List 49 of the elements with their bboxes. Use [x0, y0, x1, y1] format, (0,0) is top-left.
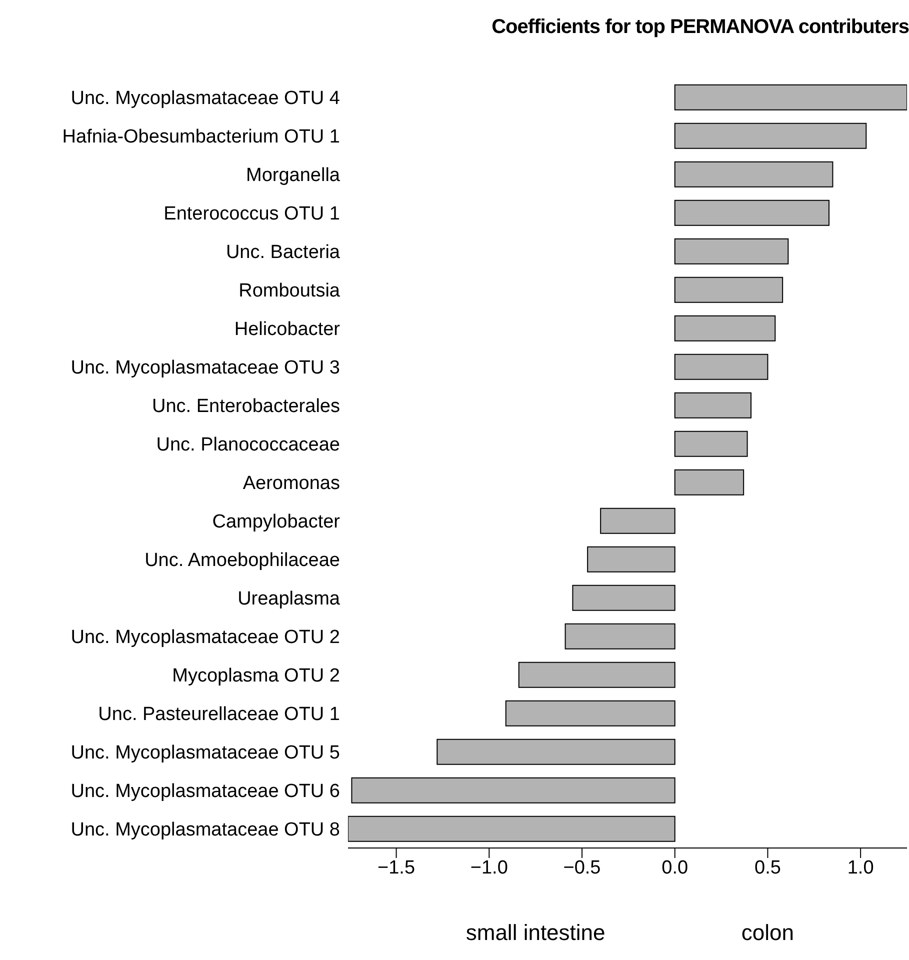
x-tick-label: −1.5: [378, 857, 416, 878]
y-tick-label: Unc. Mycoplasmataceae OTU 2: [70, 626, 340, 648]
y-tick-label: Unc. Mycoplasmataceae OTU 4: [70, 88, 340, 109]
y-tick-label: Unc. Enterobacterales: [152, 396, 340, 417]
bar: [348, 816, 676, 842]
y-tick-label: Unc. Planococcaceae: [156, 434, 340, 456]
bar: [674, 161, 834, 188]
y-tick-label: Helicobacter: [234, 318, 341, 340]
y-tick-label: Hafnia-Obesumbacterium OTU 1: [62, 126, 340, 148]
bar: [505, 700, 676, 726]
bar: [674, 238, 789, 264]
bar: [674, 200, 830, 226]
bar: [587, 546, 676, 572]
chart-title: Coefficients for top PERMANOVA contributers: [492, 16, 909, 39]
x-tick-label: −1.0: [470, 857, 508, 878]
bar: [564, 623, 676, 650]
y-tick-label: Morganella: [246, 164, 340, 186]
y-tick-label: Mycoplasma OTU 2: [172, 665, 340, 686]
bar: [674, 122, 867, 149]
y-tick-label: Enterococcus OTU 1: [164, 203, 340, 224]
x-tick-label: −0.5: [563, 857, 601, 878]
bar: [674, 354, 768, 380]
y-tick-label: Unc. Pasteurellaceae OTU 1: [98, 704, 340, 725]
bar: [674, 315, 776, 342]
text: colon: [741, 920, 794, 946]
bar: [674, 469, 744, 496]
x-tick-label: 1.0: [847, 857, 874, 878]
y-tick-label: Campylobacter: [212, 511, 341, 532]
bar: [674, 84, 907, 110]
bar: [674, 392, 752, 418]
y-tick-label: Unc. Mycoplasmataceae OTU 8: [70, 819, 340, 840]
y-tick-label: Aeromonas: [242, 472, 340, 494]
x-tick-label: 0.0: [662, 857, 688, 878]
bar: [436, 738, 676, 765]
y-tick-label: Unc. Bacteria: [226, 242, 340, 263]
bar: [674, 276, 784, 303]
text: small intestine: [466, 920, 606, 946]
y-tick-label: Unc. Amoebophilaceae: [144, 550, 340, 571]
bar: [600, 508, 676, 534]
y-tick-label: Unc. Mycoplasmataceae OTU 6: [70, 780, 340, 802]
y-tick-label: Romboutsia: [238, 280, 340, 302]
x-tick-label: 0.5: [754, 857, 781, 878]
bar: [674, 430, 748, 457]
bar: [351, 777, 676, 804]
y-tick-label: Unc. Mycoplasmataceae OTU 3: [70, 357, 340, 378]
bar: [518, 662, 676, 688]
y-tick-label: Ureaplasma: [238, 588, 340, 610]
y-tick-label: Unc. Mycoplasmataceae OTU 5: [70, 742, 340, 764]
bar: [572, 584, 676, 611]
